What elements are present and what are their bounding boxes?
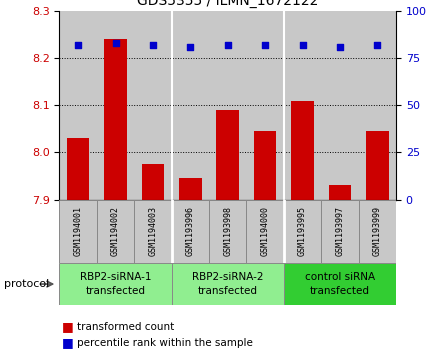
Bar <box>366 131 389 200</box>
Text: RBP2-siRNA-2
transfected: RBP2-siRNA-2 transfected <box>192 273 264 295</box>
Text: GSM1193998: GSM1193998 <box>223 207 232 256</box>
Bar <box>329 185 351 200</box>
Bar <box>359 200 396 263</box>
Bar <box>321 11 359 200</box>
Bar <box>284 200 321 263</box>
Text: GSM1194003: GSM1194003 <box>148 207 158 256</box>
Text: GSM1194001: GSM1194001 <box>73 207 83 256</box>
Bar <box>216 110 239 200</box>
Point <box>112 40 119 46</box>
Bar <box>246 11 284 200</box>
Point <box>299 42 306 48</box>
Point <box>75 42 82 48</box>
Bar <box>321 200 359 263</box>
Bar <box>172 200 209 263</box>
Bar <box>179 178 202 200</box>
Point <box>149 42 157 48</box>
Text: protocol: protocol <box>4 279 50 289</box>
Bar <box>134 11 172 200</box>
Point <box>261 42 268 48</box>
Text: ■: ■ <box>62 320 73 333</box>
Bar <box>209 11 246 200</box>
Title: GDS5355 / ILMN_1672122: GDS5355 / ILMN_1672122 <box>137 0 319 8</box>
Text: GSM1193999: GSM1193999 <box>373 207 382 256</box>
Bar <box>59 11 97 200</box>
Text: GSM1193997: GSM1193997 <box>335 207 345 256</box>
Bar <box>142 164 164 200</box>
Bar <box>291 101 314 200</box>
Text: transformed count: transformed count <box>77 322 174 332</box>
Bar <box>284 11 321 200</box>
Bar <box>134 200 172 263</box>
Bar <box>254 131 276 200</box>
Text: GSM1194000: GSM1194000 <box>260 207 270 256</box>
Point <box>187 44 194 50</box>
Text: GSM1194002: GSM1194002 <box>111 207 120 256</box>
Bar <box>209 200 246 263</box>
Text: percentile rank within the sample: percentile rank within the sample <box>77 338 253 348</box>
Text: RBP2-siRNA-1
transfected: RBP2-siRNA-1 transfected <box>80 273 151 295</box>
Point <box>337 44 344 50</box>
Bar <box>97 200 134 263</box>
Bar <box>284 263 396 305</box>
Bar <box>359 11 396 200</box>
Text: control siRNA
transfected: control siRNA transfected <box>305 273 375 295</box>
Bar <box>97 11 134 200</box>
Point <box>224 42 231 48</box>
Bar <box>67 138 89 200</box>
Text: GSM1193995: GSM1193995 <box>298 207 307 256</box>
Text: GSM1193996: GSM1193996 <box>186 207 195 256</box>
Bar <box>246 200 284 263</box>
Bar <box>172 263 284 305</box>
Bar <box>59 263 172 305</box>
Bar <box>104 39 127 200</box>
Point <box>374 42 381 48</box>
Text: ■: ■ <box>62 337 73 350</box>
Bar <box>59 200 97 263</box>
Bar <box>172 11 209 200</box>
